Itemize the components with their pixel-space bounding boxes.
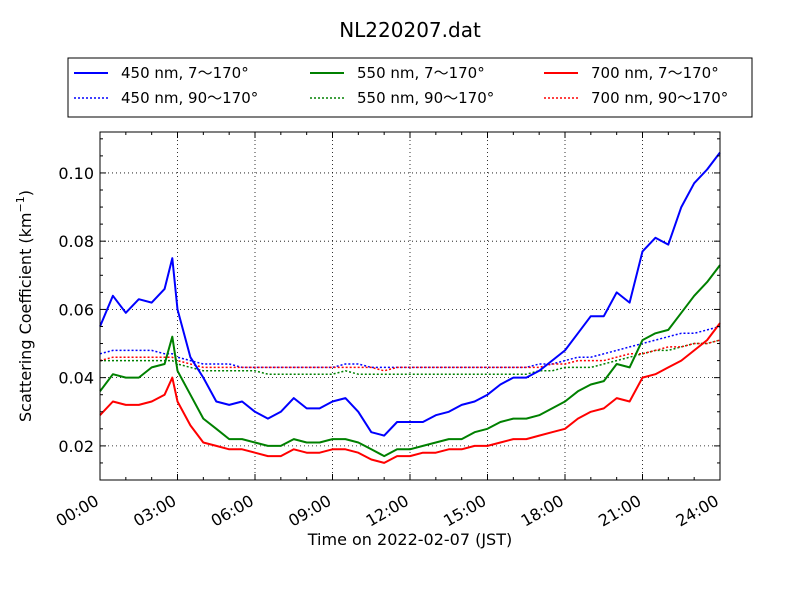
legend-label: 700 nm, 7～170° [591, 64, 719, 82]
legend-label: 550 nm, 7～170° [357, 64, 485, 82]
y-tick-label: 0.06 [58, 300, 94, 319]
x-tick-label: 15:00 [440, 491, 489, 531]
legend-label: 450 nm, 90～170° [121, 89, 258, 107]
x-tick-label: 12:00 [363, 491, 412, 531]
x-tick-label: 00:00 [53, 491, 102, 531]
y-tick-label: 0.02 [58, 437, 94, 456]
y-tick-label: 0.08 [58, 232, 94, 251]
x-tick-label: 06:00 [208, 491, 257, 531]
x-tick-label: 21:00 [595, 491, 644, 531]
legend-label: 450 nm, 7～170° [121, 64, 249, 82]
y-tick-label: 0.04 [58, 369, 94, 388]
x-tick-label: 09:00 [285, 491, 334, 531]
x-axis-label: Time on 2022-02-07 (JST) [307, 530, 512, 549]
series-line-0 [99, 151, 721, 437]
x-tick-label: 18:00 [518, 491, 567, 531]
y-axis-label: Scattering Coefficient (km−1) [14, 190, 35, 422]
x-tick-label: 03:00 [130, 491, 179, 531]
legend-label: 550 nm, 90～170° [357, 89, 494, 107]
legend: 450 nm, 7～170° 450 nm, 90～170° 550 nm, 7～1… [67, 57, 753, 118]
legend-frame [67, 57, 753, 118]
y-tick-label: 0.10 [58, 164, 94, 183]
axis-ticks: 00:00 03:00 06:00 09:00 12:00 15:00 18:00 21:00… [53, 132, 722, 531]
y-axis-label-main: Scattering Coefficient (km [16, 212, 35, 422]
y-axis-label-superscript: −1 [14, 196, 27, 212]
grid [100, 132, 720, 480]
series-lines [99, 151, 721, 464]
series-line-4 [99, 322, 721, 464]
series-line-2 [99, 264, 721, 458]
series-line-3 [100, 339, 721, 375]
x-tick-label: 24:00 [673, 491, 722, 531]
y-axis-label-close: ) [16, 190, 35, 196]
legend-label: 700 nm, 90～170° [591, 89, 728, 107]
series-line-1 [99, 325, 721, 369]
chart-title: NL220207.dat [339, 18, 481, 42]
